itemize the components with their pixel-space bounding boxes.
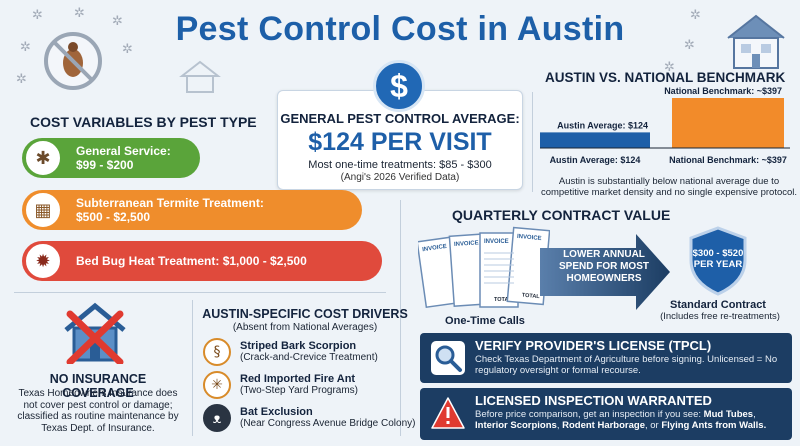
driver-name: Bat Exclusion <box>240 406 313 418</box>
pest-cost-label: Bed Bug Heat Treatment: $1,000 - $2,500 <box>76 254 307 268</box>
contract-subtitle: (Includes free re-treatments) <box>660 311 780 322</box>
bug-decoration-icon: ✲ <box>74 6 85 21</box>
license-title: VERIFY PROVIDER'S LICENSE (TPCL) <box>475 338 712 353</box>
cost-variables-title: COST VARIABLES BY PEST TYPE <box>30 114 257 130</box>
bug-decoration-icon: ✲ <box>122 42 133 57</box>
inspection-term: Rodent Harborage <box>562 420 645 431</box>
driver-item: § Striped Bark Scorpion (Crack-and-Crevi… <box>203 338 378 366</box>
bar-data-label: Austin Average: $124 <box>557 120 648 130</box>
pest-cost-label: General Service: <box>76 144 171 158</box>
divider <box>532 92 533 192</box>
pest-cost-label: Subterranean Termite Treatment: <box>76 196 264 210</box>
bug-decoration-icon: ✲ <box>20 40 31 55</box>
national-bar <box>672 98 784 148</box>
driver-item: ✳ Red Imported Fire Ant (Two-Step Yard P… <box>203 371 358 399</box>
benchmark-title: AUSTIN VS. NATIONAL BENCHMARK <box>545 70 786 85</box>
bed-bug-thermometer-icon: ✹ <box>24 242 62 280</box>
average-source: (Angi's 2026 Verified Data) <box>340 172 460 183</box>
scorpion-icon: § <box>203 338 231 366</box>
inspection-term: Flying Ants from Walls. <box>661 420 767 431</box>
bug-decoration-icon: ✲ <box>690 8 701 23</box>
divider <box>14 292 386 293</box>
average-range: Most one-time treatments: $85 - $300 <box>308 159 492 171</box>
no-insurance-title: NO INSURANCE COVERAGE <box>49 372 147 400</box>
dollar-icon: $ <box>373 60 425 112</box>
drivers-title: AUSTIN-SPECIFIC COST DRIVERS <box>202 307 408 321</box>
divider <box>400 200 401 436</box>
magnifier-icon <box>430 340 466 376</box>
inspection-term: Interior Scorpions <box>475 420 557 431</box>
bat-icon: ᴥ <box>203 404 231 432</box>
average-label: GENERAL PEST CONTROL AVERAGE: <box>280 111 520 126</box>
austin-bar <box>540 132 650 148</box>
inspection-text: Before price comparison, get an inspecti… <box>475 409 767 431</box>
total-word: TOTAL <box>522 293 541 301</box>
driver-detail: (Crack-and-Crevice Treatment) <box>240 352 378 363</box>
no-insurance-house-icon <box>64 302 126 364</box>
inspection-term: Mud Tubes <box>703 409 754 420</box>
house-decoration-icon <box>179 60 221 93</box>
license-banner: VERIFY PROVIDER'S LICENSE (TPCL) Check T… <box>420 333 792 383</box>
inspection-banner: LICENSED INSPECTION WARRANTED Before pri… <box>420 388 792 440</box>
no-bugs-emblem-icon <box>44 32 102 90</box>
license-text: Check Texas Department of Agriculture be… <box>475 354 778 376</box>
invoice-word: INVOICE <box>517 234 542 242</box>
inspection-title: LICENSED INSPECTION WARRANTED <box>475 393 712 408</box>
drivers-subtitle: (Absent from National Averages) <box>232 322 378 333</box>
invoice-word: INVOICE <box>484 239 509 245</box>
one-time-calls-label: One-Time Calls <box>445 315 525 327</box>
pest-cost-general: ✱ General Service: $99 - $200 <box>22 138 200 178</box>
divider <box>192 300 193 436</box>
bug-decoration-icon: ✲ <box>32 8 43 23</box>
quarterly-title: QUARTERLY CONTRACT VALUE <box>452 207 671 223</box>
bug-decoration-icon: ✲ <box>684 38 695 53</box>
bar-category-label: Austin Average: $124 <box>550 155 641 165</box>
benchmark-chart: Austin Average: $124 Austin Average: $124… <box>540 86 790 165</box>
average-value: $124 PER VISIT <box>308 128 492 156</box>
driver-item: ᴥ Bat Exclusion (Near Congress Avenue Br… <box>203 404 415 432</box>
bug-decoration-icon: ✲ <box>112 14 123 29</box>
invoice-word: INVOICE <box>454 240 479 248</box>
pest-cost-range: $99 - $200 <box>76 158 134 172</box>
bug-decoration-icon: ✲ <box>16 72 27 87</box>
total-word: TOTAL <box>494 297 512 303</box>
pest-cost-range: $500 - $2,500 <box>76 210 151 224</box>
page-title: Pest Control Cost in Austin <box>175 10 625 48</box>
no-insurance-text: Texas Homeowners Insurance does not cove… <box>17 388 179 434</box>
inspection-lead: Before price comparison, get an inspecti… <box>475 409 704 420</box>
cockroach-icon: ✱ <box>24 139 62 177</box>
driver-detail: (Two-Step Yard Programs) <box>240 385 359 396</box>
pest-cost-bed-bug: ✹ Bed Bug Heat Treatment: $1,000 - $2,50… <box>22 241 382 281</box>
driver-name: Red Imported Fire Ant <box>240 373 356 385</box>
house-decoration-icon <box>727 14 785 69</box>
contract-title: Standard Contract <box>670 299 766 311</box>
pest-cost-termite: ▦ Subterranean Termite Treatment: $500 -… <box>22 190 362 230</box>
driver-detail: (Near Congress Avenue Bridge Colony) <box>240 418 416 429</box>
invoice-word: INVOICE <box>422 244 447 253</box>
driver-name: Striped Bark Scorpion <box>240 340 357 352</box>
shield-icon <box>689 226 747 296</box>
benchmark-note: Austin is substantially below national a… <box>540 176 798 198</box>
invoice-stack-icon: INVOICE INVOICE INVOICE TOTAL INVOICE TO… <box>418 226 550 309</box>
contract-price: $300 - $520 PER YEAR <box>692 248 744 270</box>
bar-category-label: National Benchmark: ~$397 <box>669 155 787 165</box>
arrow-text: LOWER ANNUAL SPEND FOR MOST HOMEOWNERS <box>558 249 649 284</box>
bar-data-label: National Benchmark: ~$397 <box>664 86 782 96</box>
warning-icon <box>430 395 466 431</box>
fire-ant-icon: ✳ <box>203 371 231 399</box>
arrow-right-icon <box>540 234 670 310</box>
termite-wood-icon: ▦ <box>24 191 62 229</box>
average-card: GENERAL PEST CONTROL AVERAGE: $124 PER V… <box>277 90 523 190</box>
bug-decoration-icon: ✲ <box>664 60 675 75</box>
